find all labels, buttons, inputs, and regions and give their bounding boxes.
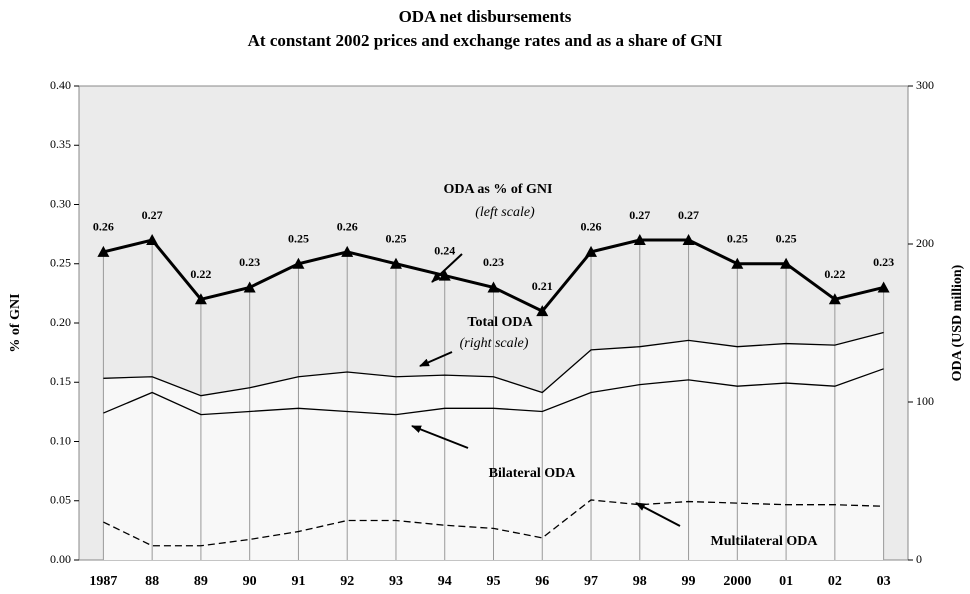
marker: [487, 281, 500, 293]
y2-tick-label: 0: [916, 552, 922, 566]
x-tick-label: 2000: [723, 574, 751, 589]
marker: [438, 269, 451, 281]
x-tick-label: 92: [340, 574, 354, 589]
marker: [536, 305, 549, 317]
y-tick-label: 0.30: [50, 196, 71, 210]
x-tick-label: 88: [145, 574, 159, 589]
x-tick-label: 98: [633, 574, 647, 589]
annotation: Total ODA: [467, 315, 533, 330]
data-label: 0.22: [824, 267, 845, 281]
y-tick-label: 0.10: [50, 433, 71, 447]
x-tick-label: 90: [243, 574, 257, 589]
marker: [585, 245, 598, 257]
data-label: 0.27: [629, 208, 650, 222]
x-tick-label: 99: [682, 574, 696, 589]
annotation: Bilateral ODA: [489, 466, 577, 481]
x-tick-label: 91: [291, 574, 305, 589]
series-line: [103, 331, 884, 397]
y2-tick-label: 200: [916, 236, 934, 250]
x-tick-label: 01: [779, 574, 793, 589]
y2-tick-label: 100: [916, 394, 934, 408]
marker: [341, 245, 354, 257]
arrow: [419, 351, 453, 367]
data-label: 0.25: [288, 232, 309, 246]
chart-subtitle: At constant 2002 prices and exchange rat…: [248, 31, 723, 50]
y-tick-label: 0.20: [50, 315, 71, 329]
y-tick-label: 0.35: [50, 137, 71, 151]
x-tick-label: 94: [438, 574, 452, 589]
y-tick-label: 0.00: [50, 552, 71, 566]
marker: [97, 245, 110, 257]
data-label: 0.27: [678, 208, 699, 222]
marker: [194, 293, 207, 305]
x-tick-label: 97: [584, 574, 598, 589]
data-label: 0.24: [434, 243, 455, 257]
marker: [292, 257, 305, 269]
data-label: 0.26: [337, 220, 358, 234]
data-label: 0.27: [142, 208, 163, 222]
x-tick-label: 93: [389, 574, 403, 589]
y-tick-label: 0.25: [50, 256, 71, 270]
marker: [828, 293, 841, 305]
arrow: [411, 425, 469, 449]
data-label: 0.23: [239, 255, 260, 269]
marker: [780, 257, 793, 269]
y-tick-label: 0.40: [50, 78, 71, 92]
data-label: 0.23: [483, 255, 504, 269]
marker: [877, 281, 890, 293]
x-tick-label: 1987: [89, 574, 117, 589]
marker: [731, 257, 744, 269]
data-label: 0.23: [873, 255, 894, 269]
annotation: Multilateral ODA: [711, 534, 819, 549]
marker: [633, 234, 646, 246]
marker: [243, 281, 256, 293]
x-tick-label: 03: [877, 574, 891, 589]
arrow: [431, 253, 463, 283]
data-label: 0.25: [385, 232, 406, 246]
data-label: 0.22: [190, 267, 211, 281]
y2-axis-label: ODA (USD million): [950, 264, 965, 381]
series-line: [103, 499, 884, 547]
data-label: 0.26: [581, 220, 602, 234]
y-tick-label: 0.05: [50, 493, 71, 507]
y-tick-label: 0.15: [50, 374, 71, 388]
x-tick-label: 95: [487, 574, 501, 589]
y-axis-label: % of GNI: [8, 293, 23, 352]
marker: [682, 234, 695, 246]
chart-title: ODA net disbursements: [399, 7, 572, 26]
annotation: ODA as % of GNI: [444, 182, 553, 197]
x-tick-label: 96: [535, 574, 549, 589]
series-line: [103, 368, 884, 416]
data-label: 0.25: [776, 232, 797, 246]
x-tick-label: 02: [828, 574, 842, 589]
marker: [389, 257, 402, 269]
x-tick-label: 89: [194, 574, 208, 589]
data-label: 0.26: [93, 220, 114, 234]
annotation: (left scale): [475, 205, 535, 220]
annotation: (right scale): [460, 336, 529, 351]
data-label: 0.21: [532, 279, 553, 293]
marker: [146, 234, 159, 246]
y2-tick-label: 300: [916, 78, 934, 92]
arrow: [635, 502, 681, 527]
data-label: 0.25: [727, 232, 748, 246]
